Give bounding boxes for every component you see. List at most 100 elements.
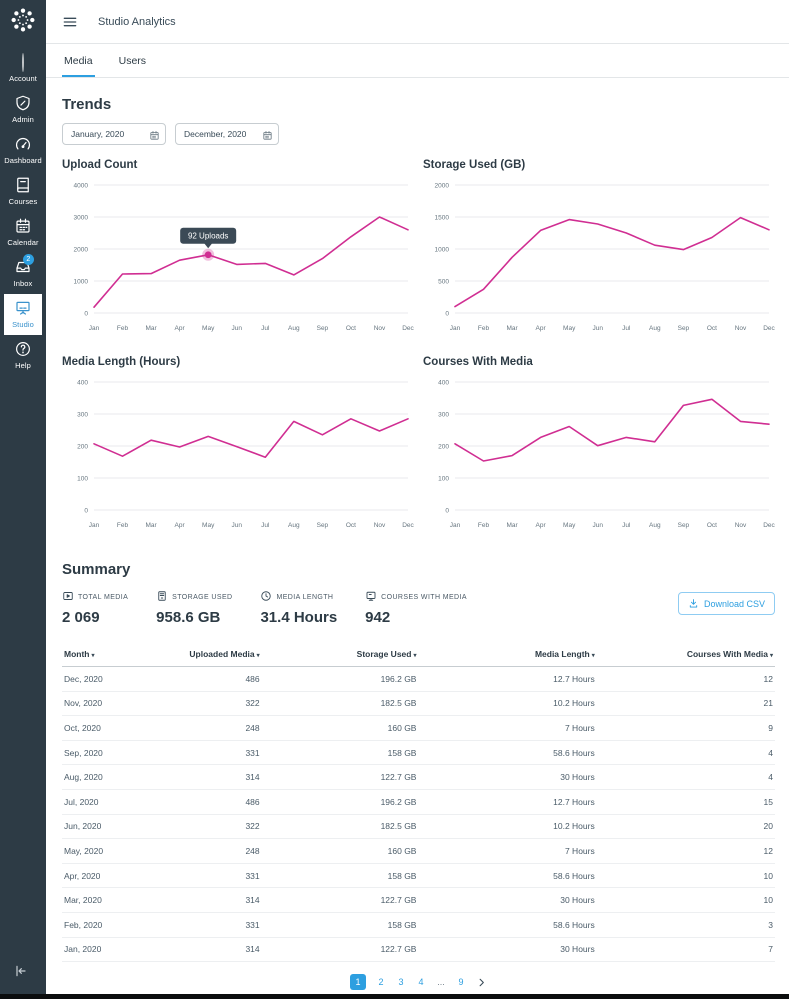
column-header-storage-used[interactable]: Storage Used ▾ <box>261 642 419 667</box>
chart-upload-count[interactable]: Upload Count 0 1000 2000 3000 4000 Jan Feb Mar Ap… <box>62 159 415 342</box>
sidebar-item-label: Calendar <box>7 238 39 247</box>
chart-title: Upload Count <box>62 159 138 171</box>
svg-text:Oct: Oct <box>707 325 717 332</box>
date-to-input[interactable] <box>175 123 279 145</box>
cell-uploaded-media: 314 <box>168 764 262 790</box>
cell-courses-with-media: 10 <box>596 863 775 889</box>
date-range-row <box>62 123 775 145</box>
collapse-sidebar-icon[interactable] <box>13 963 29 984</box>
inbox-tray-icon: 2 <box>4 254 42 278</box>
svg-text:Sep: Sep <box>317 325 329 332</box>
sidebar-item-help[interactable]: Help <box>4 335 42 376</box>
table-row: Jun, 2020 322 182.5 GB 10.2 Hours 20 <box>62 814 775 840</box>
sidebar-item-label: Studio <box>12 320 34 329</box>
page-3[interactable]: 3 <box>398 977 404 988</box>
svg-text:Jul: Jul <box>622 325 631 332</box>
svg-text:Jul: Jul <box>261 325 270 332</box>
chart-media-length-hours[interactable]: Media Length (Hours) 0 100 200 300 400 Jan Feb M… <box>62 356 415 539</box>
cell-uploaded-media: 322 <box>168 814 262 840</box>
sidebar-item-inbox[interactable]: 2 Inbox <box>4 253 42 294</box>
play-icon <box>62 590 74 604</box>
tab-media[interactable]: Media <box>62 44 95 77</box>
stat-value: 2 069 <box>62 609 100 626</box>
svg-text:300: 300 <box>77 411 88 418</box>
sidebar-item-dashboard[interactable]: Dashboard <box>4 130 42 171</box>
chart-storage-used-gb[interactable]: Storage Used (GB) 0 500 1000 1500 2000 Jan Feb M… <box>423 159 776 342</box>
user-avatar <box>22 53 24 72</box>
page-title: Studio Analytics <box>98 15 176 28</box>
book-icon <box>4 176 42 196</box>
clock-icon <box>260 590 272 604</box>
calendar-icon <box>4 217 42 237</box>
sort-arrow-icon: ▾ <box>591 653 595 659</box>
avatar <box>4 53 42 73</box>
tab-users[interactable]: Users <box>118 55 147 67</box>
shield-icon <box>4 94 42 114</box>
svg-text:Mar: Mar <box>506 325 518 332</box>
inbox-unread-badge: 2 <box>22 254 34 265</box>
column-header-uploaded-media[interactable]: Uploaded Media ▾ <box>168 642 262 667</box>
cell-month: Nov, 2020 <box>62 691 169 717</box>
sidebar-item-courses[interactable]: Courses <box>4 171 42 212</box>
column-header-month[interactable]: Month ▾ <box>62 642 169 667</box>
cell-media-length: 30 Hours <box>418 937 597 963</box>
column-label: Storage Used <box>356 649 412 659</box>
monthly-summary-table: Month ▾ Uploaded Media ▾ Storage Used ▾ Media … <box>62 642 775 963</box>
cell-media-length: 30 Hours <box>418 887 597 913</box>
next-page-icon[interactable] <box>476 977 487 988</box>
cell-courses-with-media: 12 <box>596 838 775 864</box>
cell-storage-used: 196.2 GB <box>261 666 419 692</box>
cell-month: Mar, 2020 <box>62 887 169 913</box>
page-9[interactable]: 9 <box>458 977 464 988</box>
svg-text:Apr: Apr <box>536 325 547 332</box>
cell-uploaded-media: 486 <box>168 666 262 692</box>
svg-text:4000: 4000 <box>74 182 89 189</box>
hamburger-menu-icon[interactable] <box>62 14 78 30</box>
cell-storage-used: 158 GB <box>261 912 419 938</box>
svg-text:Feb: Feb <box>117 522 129 529</box>
chart-courses-with-media[interactable]: Courses With Media 0 100 200 300 400 Jan Feb Mar… <box>423 356 776 539</box>
table-row: Apr, 2020 331 158 GB 58.6 Hours 10 <box>62 863 775 889</box>
svg-text:Oct: Oct <box>346 522 356 529</box>
svg-text:1000: 1000 <box>74 278 89 285</box>
sidebar-item-admin[interactable]: Admin <box>4 89 42 130</box>
cell-courses-with-media: 15 <box>596 789 775 815</box>
svg-text:200: 200 <box>438 443 449 450</box>
sidebar-nav-items: Account Admin Dashboard Courses Calendar 2 Inb… <box>4 48 42 376</box>
table-row: Sep, 2020 331 158 GB 58.6 Hours 4 <box>62 740 775 766</box>
cell-storage-used: 158 GB <box>261 863 419 889</box>
cell-month: Jun, 2020 <box>62 814 169 840</box>
download-csv-button[interactable]: Download CSV <box>677 592 775 615</box>
date-from-input[interactable] <box>62 123 166 145</box>
stat-total-media: TOTAL MEDIA 2 069 <box>62 590 128 626</box>
cell-storage-used: 196.2 GB <box>261 789 419 815</box>
chart-title: Storage Used (GB) <box>423 159 526 171</box>
chart-tooltip: 92 Uploads <box>180 227 237 249</box>
svg-text:Jun: Jun <box>592 522 603 529</box>
canvas-logo-icon[interactable] <box>10 7 36 38</box>
cell-month: Sep, 2020 <box>62 740 169 766</box>
svg-text:Sep: Sep <box>317 522 329 529</box>
column-header-media-length[interactable]: Media Length ▾ <box>418 642 597 667</box>
page-2[interactable]: 2 <box>378 977 384 988</box>
svg-text:500: 500 <box>438 278 449 285</box>
svg-text:May: May <box>202 325 215 332</box>
sidebar-item-studio[interactable]: Studio <box>4 294 42 335</box>
svg-text:Nov: Nov <box>735 522 747 529</box>
cell-month: Jul, 2020 <box>62 789 169 815</box>
svg-text:Jan: Jan <box>450 325 461 332</box>
gauge-icon <box>4 135 42 155</box>
page-4[interactable]: 4 <box>418 977 424 988</box>
svg-text:Jul: Jul <box>261 522 270 529</box>
sidebar-item-account[interactable]: Account <box>4 48 42 89</box>
cell-month: Dec, 2020 <box>62 666 169 692</box>
cell-uploaded-media: 248 <box>168 838 262 864</box>
sidebar-item-calendar[interactable]: Calendar <box>4 212 42 253</box>
summary-heading: Summary <box>62 561 131 578</box>
sidebar-item-label: Admin <box>12 115 34 124</box>
cell-uploaded-media: 314 <box>168 937 262 963</box>
column-header-courses-with-media[interactable]: Courses With Media ▾ <box>596 642 775 667</box>
table-row: May, 2020 248 160 GB 7 Hours 12 <box>62 838 775 864</box>
sort-arrow-icon: ▾ <box>91 653 95 659</box>
